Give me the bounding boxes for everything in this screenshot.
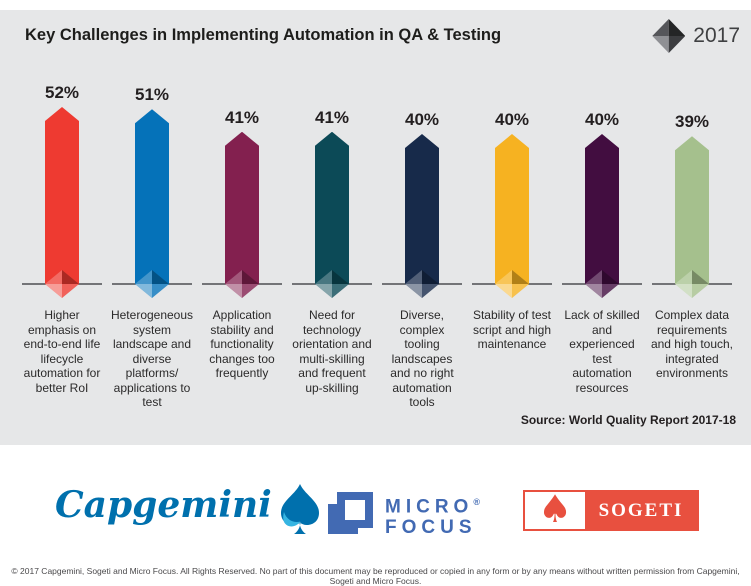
bar-category-label: Diverse, complex tooling landscapes and … bbox=[390, 308, 454, 409]
bar-category-label: Lack of skilled and experienced test aut… bbox=[564, 308, 640, 395]
chart-panel: Key Challenges in Implementing Automatio… bbox=[0, 10, 751, 445]
bar-base-diamond bbox=[45, 270, 79, 298]
chart-area: 52% Higher emphasis on end-to-end life li… bbox=[0, 10, 751, 445]
bar-value-label: 41% bbox=[314, 107, 350, 127]
bar-base-diamond bbox=[135, 270, 169, 298]
registered-mark-icon: ® bbox=[473, 497, 480, 507]
sogeti-spade-icon: ♠ bbox=[537, 486, 573, 531]
bar-category-label: Complex data requirements and high touch… bbox=[650, 308, 734, 380]
year-diamond-icon bbox=[652, 19, 686, 53]
bar-value-label: 40% bbox=[404, 110, 440, 129]
capgemini-spade-icon bbox=[280, 484, 319, 534]
copyright-text: © 2017 Capgemini, Sogeti and Micro Focus… bbox=[11, 566, 740, 586]
bar-value-label: 40% bbox=[494, 110, 530, 129]
bar-shape bbox=[315, 132, 349, 298]
bar-value-label: 40% bbox=[584, 110, 620, 129]
micro-focus-line2: FOCUS bbox=[385, 517, 477, 539]
micro-focus-wordmark: MICRO® FOCUS bbox=[385, 492, 480, 538]
bar-shape bbox=[225, 132, 259, 298]
bar-category-label: Heterogeneous system landscape and diver… bbox=[110, 308, 194, 409]
capgemini-logo: Capgemini bbox=[55, 484, 322, 537]
bar-value-label: 52% bbox=[44, 83, 80, 102]
year-legend: 2017 bbox=[652, 18, 740, 54]
bar-category-label: Stability of test script and high mainte… bbox=[472, 308, 552, 351]
bar-shape bbox=[495, 134, 529, 298]
bar-shape bbox=[45, 107, 79, 298]
chart-title: Key Challenges in Implementing Automatio… bbox=[25, 26, 502, 44]
bar-base-diamond bbox=[405, 270, 439, 298]
bar-base-diamond bbox=[675, 270, 709, 298]
bar-base-diamond bbox=[495, 270, 529, 298]
sogeti-spade-panel: ♠ bbox=[525, 486, 585, 531]
bar-category-label: Higher emphasis on end-to-end life lifec… bbox=[23, 308, 101, 395]
micro-focus-squares-icon bbox=[328, 492, 374, 534]
micro-focus-line1: MICRO bbox=[385, 496, 474, 518]
micro-focus-logo: MICRO® FOCUS bbox=[328, 492, 480, 538]
bar-base-diamond bbox=[315, 270, 349, 298]
source-note: Source: World Quality Report 2017-18 bbox=[520, 413, 736, 427]
bar-base-diamond bbox=[585, 270, 619, 298]
sogeti-logo: ♠ SOGETI bbox=[523, 490, 699, 531]
bar-category-label: Application stability and functionality … bbox=[209, 308, 275, 380]
bar-value-label: 41% bbox=[224, 107, 260, 127]
bar-shape bbox=[585, 134, 619, 298]
bar-shape bbox=[405, 134, 439, 298]
bar-base-diamond bbox=[225, 270, 259, 298]
micro-focus-front-square bbox=[337, 492, 373, 528]
bar-shape bbox=[135, 109, 169, 298]
bar-value-label: 39% bbox=[674, 112, 710, 132]
sogeti-wordmark: SOGETI bbox=[585, 492, 697, 529]
capgemini-wordmark: Capgemini bbox=[55, 484, 272, 526]
bar-value-label: 51% bbox=[134, 85, 170, 105]
bar-category-label: Need for technology orientation and mult… bbox=[292, 308, 372, 395]
year-label: 2017 bbox=[693, 24, 740, 47]
bar-shape bbox=[675, 136, 709, 298]
logo-strip: Capgemini MICRO® FOCUS ♠ SOGETI bbox=[0, 445, 751, 557]
